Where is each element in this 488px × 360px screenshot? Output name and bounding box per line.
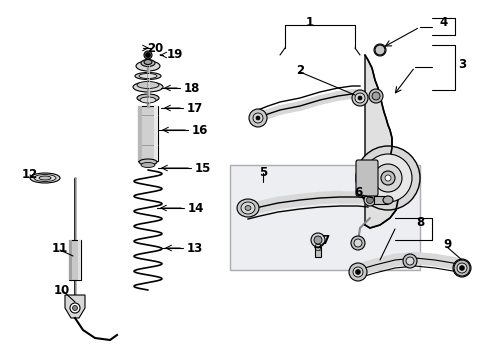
Circle shape: [355, 146, 419, 210]
Ellipse shape: [143, 59, 152, 64]
Circle shape: [355, 270, 360, 274]
Text: 3: 3: [457, 58, 465, 72]
Circle shape: [402, 254, 416, 268]
Circle shape: [70, 303, 80, 313]
Circle shape: [350, 236, 364, 250]
Circle shape: [453, 260, 469, 276]
Ellipse shape: [139, 159, 157, 165]
Circle shape: [313, 236, 321, 244]
Circle shape: [452, 259, 470, 277]
Circle shape: [145, 53, 150, 58]
Circle shape: [252, 113, 263, 123]
Ellipse shape: [136, 61, 160, 71]
Circle shape: [351, 90, 367, 106]
Text: 11: 11: [52, 242, 68, 255]
Ellipse shape: [39, 176, 51, 180]
Polygon shape: [65, 295, 85, 318]
Circle shape: [380, 171, 394, 185]
Text: 13: 13: [186, 242, 203, 255]
Circle shape: [310, 233, 325, 247]
Circle shape: [456, 263, 466, 273]
Circle shape: [248, 109, 266, 127]
Bar: [314, 247, 320, 257]
Text: 4: 4: [439, 15, 447, 28]
Circle shape: [371, 92, 379, 100]
FancyBboxPatch shape: [355, 160, 377, 196]
Circle shape: [72, 306, 77, 310]
Text: 5: 5: [258, 166, 266, 180]
Bar: [138, 106, 142, 161]
Circle shape: [352, 267, 362, 277]
Ellipse shape: [140, 97, 156, 103]
Circle shape: [354, 93, 364, 103]
Circle shape: [368, 89, 382, 103]
Text: 9: 9: [442, 238, 450, 252]
Circle shape: [373, 44, 385, 56]
Bar: [78, 240, 81, 280]
Circle shape: [366, 197, 373, 203]
Circle shape: [348, 263, 366, 281]
Circle shape: [374, 45, 384, 55]
Ellipse shape: [135, 72, 161, 80]
Circle shape: [143, 51, 152, 59]
Text: 12: 12: [22, 168, 38, 181]
Text: 15: 15: [194, 162, 211, 175]
Bar: [373, 196, 387, 204]
Ellipse shape: [137, 81, 159, 89]
Circle shape: [376, 47, 382, 53]
Ellipse shape: [141, 162, 155, 167]
Bar: [229, 165, 419, 270]
Circle shape: [459, 266, 464, 270]
Bar: [154, 106, 158, 161]
Text: 1: 1: [305, 15, 313, 28]
Ellipse shape: [141, 59, 155, 67]
Text: 17: 17: [186, 102, 203, 114]
Circle shape: [353, 239, 361, 247]
Text: 8: 8: [415, 216, 423, 229]
Text: 16: 16: [191, 123, 208, 136]
Text: 20: 20: [146, 41, 163, 54]
Circle shape: [256, 116, 260, 120]
Circle shape: [373, 164, 401, 192]
Ellipse shape: [241, 202, 254, 214]
Ellipse shape: [133, 82, 163, 92]
Circle shape: [384, 175, 390, 181]
Ellipse shape: [237, 199, 259, 217]
Bar: [69, 240, 72, 280]
Ellipse shape: [34, 175, 56, 181]
Circle shape: [357, 96, 361, 100]
Circle shape: [405, 257, 413, 265]
Ellipse shape: [137, 94, 159, 102]
Circle shape: [363, 194, 375, 206]
Text: 2: 2: [295, 63, 304, 77]
Text: 6: 6: [353, 185, 362, 198]
Bar: [138, 106, 158, 161]
Text: 7: 7: [320, 234, 328, 247]
Text: 18: 18: [183, 81, 200, 94]
Ellipse shape: [244, 206, 250, 211]
Ellipse shape: [30, 173, 60, 183]
Text: 14: 14: [187, 202, 204, 215]
Text: 19: 19: [166, 49, 183, 62]
Bar: [69, 240, 81, 280]
Ellipse shape: [382, 196, 392, 204]
Ellipse shape: [139, 73, 157, 78]
Text: 10: 10: [54, 284, 70, 297]
Polygon shape: [364, 55, 397, 228]
Circle shape: [363, 154, 411, 202]
